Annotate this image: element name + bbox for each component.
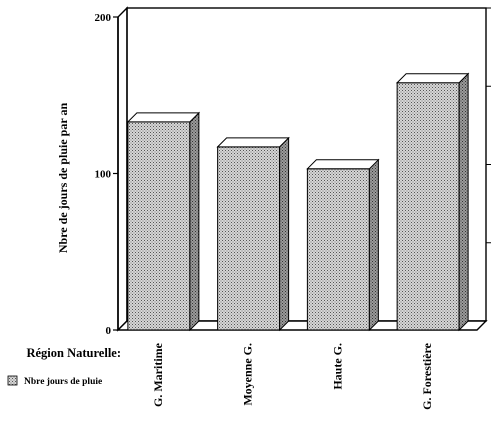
bar-side — [458, 72, 469, 332]
x-tick-label: G. Forestière — [420, 342, 434, 410]
y-axis: 0 100 200 — [95, 7, 491, 337]
bar — [126, 111, 201, 332]
x-tick-label: G. Maritime — [151, 342, 165, 407]
legend-swatch — [7, 375, 18, 386]
bars — [126, 72, 470, 332]
bar — [306, 158, 380, 332]
bar-front — [306, 168, 370, 331]
bar-front — [396, 82, 460, 331]
bar-side — [189, 111, 200, 332]
y-tick-label: 100 — [95, 169, 112, 181]
legend-label: Nbre jours de pluie — [24, 377, 102, 387]
bar-top — [395, 73, 470, 84]
y-tick-label: 200 — [95, 12, 112, 24]
x-axis-title: Région Naturelle: — [26, 346, 121, 360]
bar-top — [216, 137, 290, 148]
bar-top — [306, 159, 380, 170]
bar-front — [127, 121, 191, 331]
y-axis-title: Nbre de jours de pluie par an — [56, 103, 70, 254]
x-tick-label: Haute G. — [330, 343, 344, 390]
bar — [216, 136, 290, 332]
y-tick-label: 0 — [106, 325, 112, 337]
bar-side — [368, 158, 379, 332]
bar-top — [126, 112, 201, 123]
bar-front — [217, 146, 281, 331]
x-axis-labels: G. Maritime Moyenne G. Haute G. G. Forestiè… — [151, 342, 434, 410]
bar-side — [279, 136, 290, 332]
left-wall — [117, 6, 128, 332]
bar — [395, 72, 470, 332]
x-tick-label: Moyenne G. — [241, 343, 255, 406]
legend: Nbre jours de pluie — [7, 375, 102, 387]
